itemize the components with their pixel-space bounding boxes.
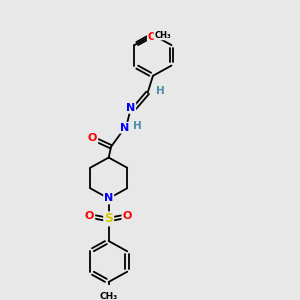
Text: N: N bbox=[126, 103, 135, 113]
Text: CH₃: CH₃ bbox=[154, 31, 171, 40]
Text: H: H bbox=[133, 121, 142, 131]
Text: N: N bbox=[104, 194, 113, 203]
Text: N: N bbox=[120, 123, 129, 133]
Text: O: O bbox=[85, 211, 94, 221]
Text: S: S bbox=[104, 212, 113, 225]
Text: H: H bbox=[156, 85, 164, 95]
Text: O: O bbox=[88, 133, 97, 143]
Text: O: O bbox=[122, 211, 132, 221]
Text: CH₃: CH₃ bbox=[100, 292, 118, 300]
Text: O: O bbox=[148, 32, 157, 42]
